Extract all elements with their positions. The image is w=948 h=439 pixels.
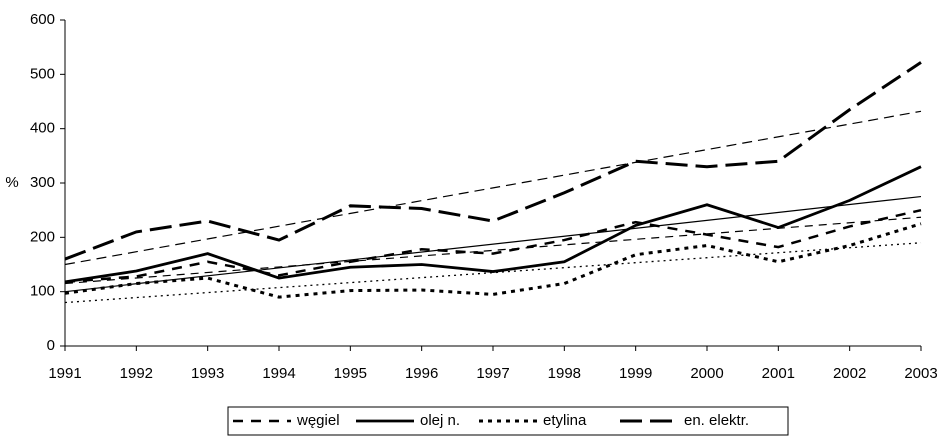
x-tick-label: 2003 bbox=[904, 365, 937, 382]
series-line bbox=[64, 165, 922, 284]
series-line bbox=[64, 208, 922, 284]
x-tick-label: 1992 bbox=[120, 365, 153, 382]
x-tick-label: 2000 bbox=[690, 365, 723, 382]
x-tick-label: 2002 bbox=[833, 365, 866, 382]
y-tick-label: 100 bbox=[30, 283, 55, 300]
y-tick-label: 500 bbox=[30, 65, 55, 82]
x-tick-label: 1998 bbox=[548, 365, 581, 382]
legend-label: en. elektr. bbox=[684, 412, 749, 429]
legend-box bbox=[227, 406, 789, 436]
x-tick-label: 1996 bbox=[405, 365, 438, 382]
trend-line bbox=[64, 216, 922, 285]
x-tick-label: 1999 bbox=[619, 365, 652, 382]
legend-label: węgiel bbox=[296, 412, 340, 429]
trend-line bbox=[64, 195, 922, 293]
y-tick-label: 300 bbox=[30, 174, 55, 191]
x-tick-label: 1997 bbox=[476, 365, 509, 382]
legend-label: olej n. bbox=[420, 412, 460, 429]
y-tick-label: 0 bbox=[47, 337, 55, 354]
y-tick-label: 200 bbox=[30, 228, 55, 245]
y-axis-label: % bbox=[5, 174, 18, 191]
trend-line bbox=[64, 110, 922, 266]
x-tick-label: 1994 bbox=[262, 365, 295, 382]
legend-label: etylina bbox=[543, 412, 587, 429]
x-tick-label: 1995 bbox=[334, 365, 367, 382]
x-tick-label: 1993 bbox=[191, 365, 224, 382]
series-line bbox=[64, 222, 922, 299]
x-tick-label: 2001 bbox=[762, 365, 795, 382]
x-tick-label: 1991 bbox=[48, 365, 81, 382]
y-tick-label: 400 bbox=[30, 120, 55, 137]
trend-line bbox=[64, 242, 922, 304]
series-line bbox=[64, 61, 922, 261]
y-tick-label: 600 bbox=[30, 11, 55, 28]
